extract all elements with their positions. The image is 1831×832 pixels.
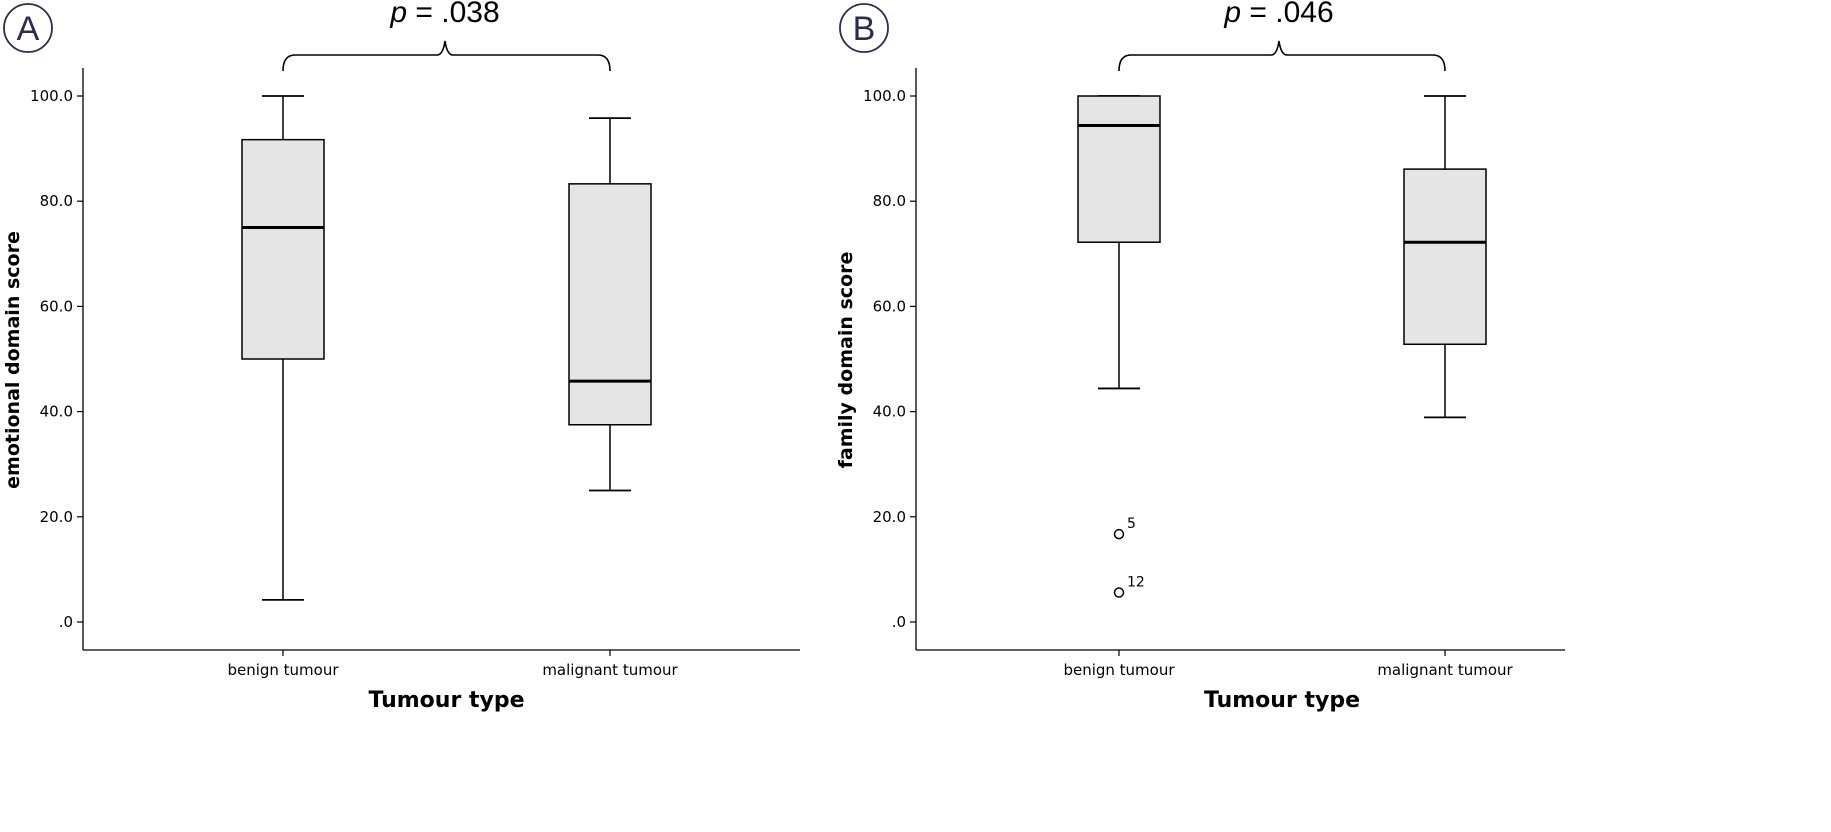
outlier-point <box>1113 587 1125 598</box>
y-tick-label: 40.0 <box>873 403 906 421</box>
box-malignant: malignant tumour <box>542 117 679 679</box>
iqr-box <box>1403 168 1487 346</box>
y-tick-label: 20.0 <box>873 508 906 526</box>
x-tick-label: malignant tumour <box>1377 661 1513 679</box>
panel-letter-circle <box>839 3 889 53</box>
y-tick-label: 20.0 <box>40 508 73 526</box>
significance-brace <box>1118 40 1446 72</box>
p-value-label: p = .046 <box>1223 0 1333 29</box>
panel-letter: A <box>17 10 40 48</box>
box-malignant: malignant tumour <box>1377 95 1514 679</box>
y-tick-label: 100.0 <box>863 87 906 105</box>
significance-brace <box>282 40 611 72</box>
y-tick-label: 100.0 <box>30 87 73 105</box>
panel-a: A .0 20.0 40.0 60.0 80.0 100.0 emotional domain… <box>2 0 800 713</box>
iqr-box <box>568 183 652 426</box>
outlier-point <box>1113 528 1125 540</box>
p-value-label: p = .038 <box>389 0 499 29</box>
y-tick-label: 80.0 <box>873 192 906 210</box>
y-axis-label: emotional domain score <box>2 231 24 489</box>
x-tick-label: benign tumour <box>227 661 339 679</box>
y-axis-label: family domain score <box>835 252 857 469</box>
p-symbol: p <box>1223 0 1241 29</box>
p-symbol: p <box>389 0 407 29</box>
y-tick-label: .0 <box>59 613 73 631</box>
y-tick-label: 60.0 <box>40 297 73 315</box>
y-tick-label: .0 <box>892 613 906 631</box>
x-tick-label: benign tumour <box>1063 661 1175 679</box>
p-value-text: = .046 <box>1241 0 1334 29</box>
p-value-text: = .038 <box>407 0 500 29</box>
outlier-label: 12 <box>1127 575 1145 591</box>
y-tick-label: 80.0 <box>40 192 73 210</box>
y-tick-label: 60.0 <box>873 297 906 315</box>
iqr-box <box>1077 95 1161 243</box>
box-benign: benign tumour <box>227 95 339 679</box>
x-tick-label: malignant tumour <box>542 661 678 679</box>
x-axis-label: Tumour type <box>1204 688 1360 713</box>
outlier-label: 5 <box>1127 516 1136 532</box>
iqr-box <box>241 138 325 360</box>
panel-letter-circle <box>3 3 53 53</box>
y-tick-label: 40.0 <box>40 403 73 421</box>
panel-letter: B <box>853 10 876 48</box>
box-benign: benign tumour 5 12 <box>1063 95 1175 679</box>
panel-b: B .0 20.0 40.0 60.0 80.0 100.0 family domain sc… <box>835 0 1565 713</box>
x-axis-label: Tumour type <box>369 688 525 713</box>
